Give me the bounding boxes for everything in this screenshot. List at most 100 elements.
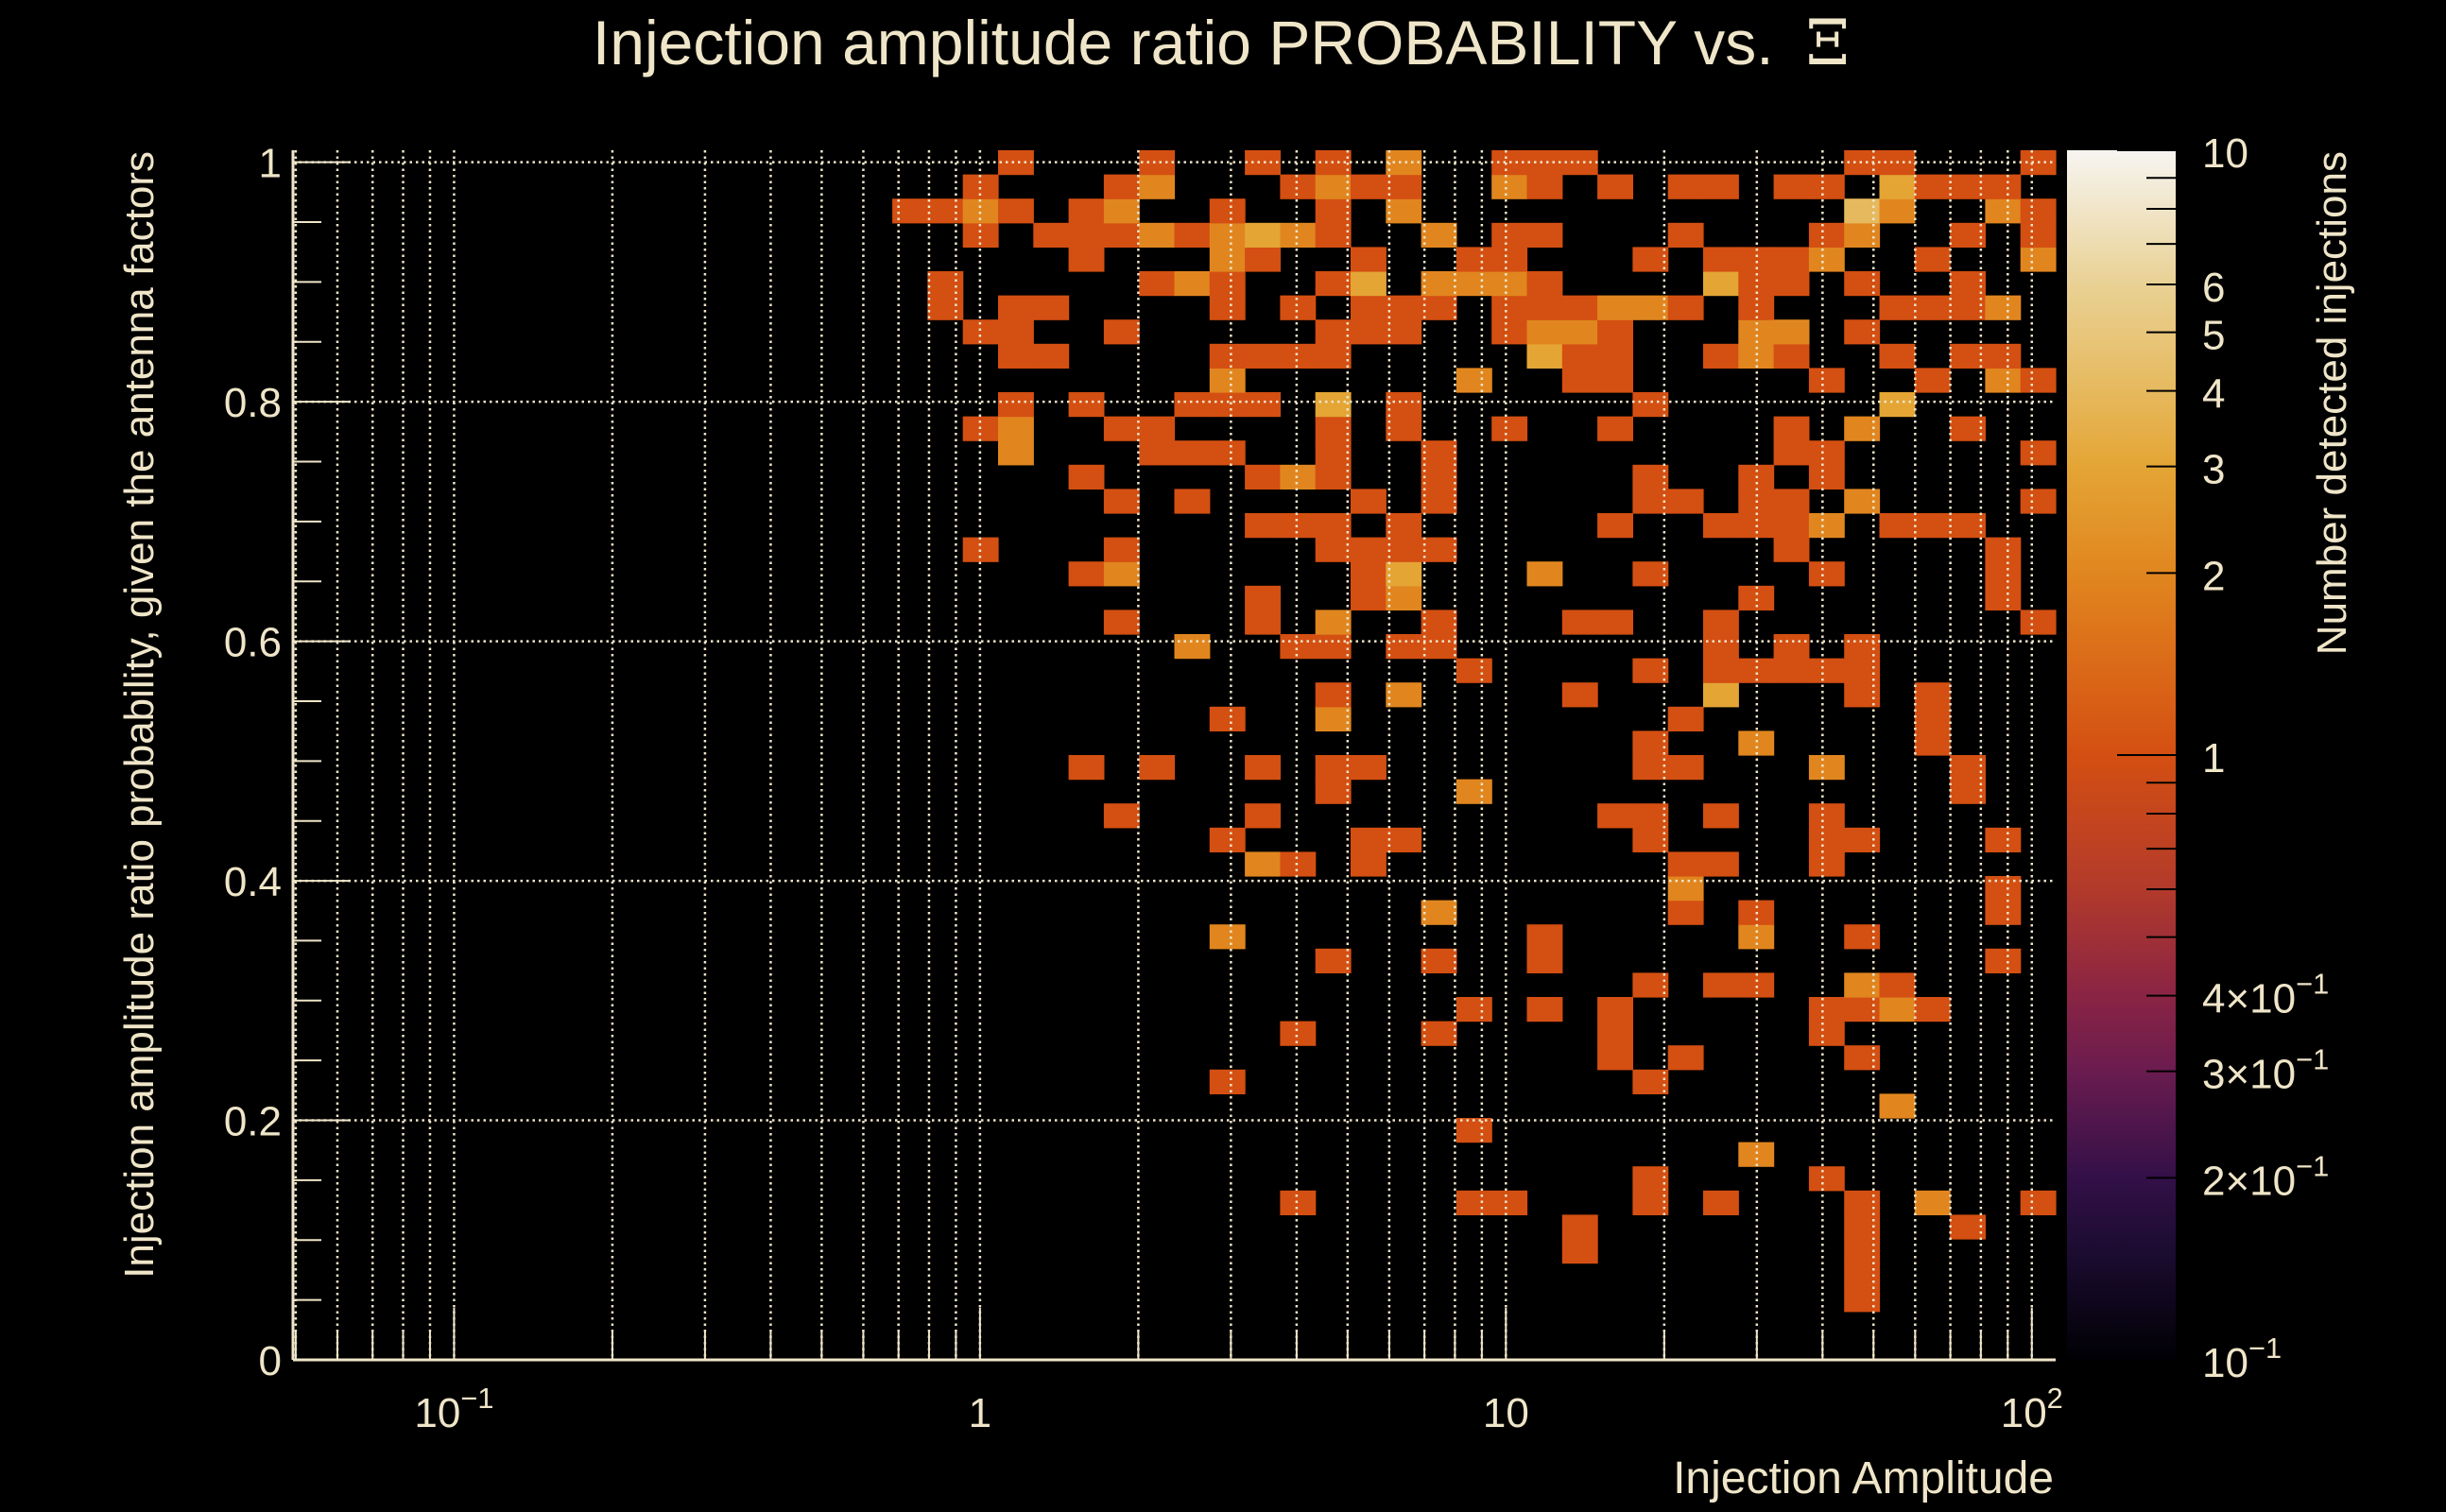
y-tick-label: 0.8 [224, 380, 282, 426]
heatmap-cell [1879, 972, 1916, 998]
heatmap-cell [1703, 247, 1739, 272]
heatmap-cell [1174, 634, 1211, 660]
heatmap-cell [2020, 222, 2057, 248]
heatmap-cell [1667, 876, 1704, 902]
heatmap-cell [1491, 295, 1528, 320]
heatmap-cell [1315, 392, 1352, 418]
x-tick-label-exponent: 2 [2047, 1382, 2063, 1415]
heatmap-cell [1879, 1093, 1916, 1119]
heatmap-cell [2020, 368, 2057, 393]
heatmap-cell [2020, 247, 2057, 272]
heatmap-cell [1561, 150, 1598, 176]
heatmap-cell [1351, 537, 1387, 562]
heatmap-cell [1985, 900, 2022, 925]
heatmap-cell [1703, 682, 1739, 708]
heatmap-cell [1703, 1190, 1739, 1215]
heatmap-cell [2020, 440, 2057, 466]
heatmap-cell [1068, 392, 1105, 418]
heatmap-cell [1597, 1021, 1633, 1046]
heatmap-cell [1879, 198, 1916, 224]
colorbar-tick-label-base: 4 [2202, 371, 2225, 418]
heatmap-cell [1773, 343, 1810, 369]
heatmap-cell [1879, 997, 1916, 1022]
heatmap-cell [1386, 150, 1422, 176]
heatmap-cell [1491, 1190, 1528, 1215]
heatmap-cell [1526, 319, 1563, 345]
heatmap-cell [1103, 319, 1140, 345]
heatmap-cell [1879, 392, 1916, 418]
heatmap-cell [1914, 513, 1951, 539]
colorbar-tick-label: 10−1 [2202, 1332, 2282, 1386]
heatmap-cell [998, 319, 1034, 345]
heatmap-cell [2020, 198, 2057, 224]
heatmap-cell [1209, 1069, 1246, 1094]
colorbar-tick-label-exponent: −1 [2296, 1043, 2329, 1076]
heatmap-cell [1667, 174, 1704, 199]
heatmap-cell [1632, 803, 1669, 829]
heatmap-cell [1597, 319, 1633, 345]
heatmap-cell [1491, 271, 1528, 297]
heatmap-cell [1597, 368, 1633, 393]
colorbar-tick-label-base: 4×10 [2202, 976, 2296, 1022]
heatmap-cell [1386, 295, 1422, 320]
heatmap-cell [1209, 295, 1246, 320]
heatmap-cell [1033, 343, 1070, 369]
heatmap-cell [1597, 343, 1633, 369]
heatmap-cell [1386, 585, 1422, 610]
heatmap-cell [1315, 319, 1352, 345]
heatmap-cell [1808, 803, 1845, 829]
heatmap-cell [1315, 198, 1352, 224]
heatmap-cell [1985, 343, 2022, 369]
heatmap-cell [1209, 247, 1246, 272]
heatmap-cell [1985, 198, 2022, 224]
heatmap-cell [1985, 174, 2022, 199]
heatmap-cell [1421, 271, 1457, 297]
heatmap-cell [1421, 464, 1457, 490]
heatmap-cell [998, 343, 1034, 369]
heatmap-cell [1245, 803, 1281, 829]
heatmap-cell [1773, 537, 1810, 562]
heatmap-cell [1985, 537, 2022, 562]
heatmap-cell [1245, 343, 1281, 369]
heatmap-cell [1773, 658, 1810, 683]
heatmap-cell [1632, 464, 1669, 490]
colorbar-tick-label-base: 10 [2202, 130, 2248, 177]
x-tick-label: 10−1 [414, 1382, 493, 1436]
heatmap-cell [1597, 997, 1633, 1022]
heatmap-cell [1174, 392, 1211, 418]
heatmap-cell [1174, 489, 1211, 514]
heatmap-cell [927, 198, 964, 224]
heatmap-cell [1491, 222, 1528, 248]
heatmap-cell [1351, 561, 1387, 587]
grid-lines [293, 150, 2056, 1362]
heatmap-cell [1526, 174, 1563, 199]
heatmap-cell [1245, 247, 1281, 272]
heatmap-cell [1808, 174, 1845, 199]
heatmap-cell [1315, 706, 1352, 731]
heatmap-cell [1209, 924, 1246, 950]
heatmap-cell [1103, 416, 1140, 441]
heatmap-cell [1914, 368, 1951, 393]
heatmap-cell [1667, 295, 1704, 320]
heatmap-cell [1703, 972, 1739, 998]
heatmap-cell [1985, 827, 2022, 852]
heatmap-cell [1773, 416, 1810, 441]
heatmap-cell [1456, 271, 1492, 297]
heatmap-cell [1103, 489, 1140, 514]
heatmap-cell [1491, 319, 1528, 345]
heatmap-cell [1103, 222, 1140, 248]
heatmap-cell [1421, 1021, 1457, 1046]
heatmap-cell [1351, 851, 1387, 877]
heatmap-cell [1245, 513, 1281, 539]
heatmap-cell [1632, 658, 1669, 683]
heatmap-cell [1315, 174, 1352, 199]
colorbar-tick-label: 1 [2202, 735, 2225, 782]
heatmap-cell [1703, 851, 1739, 877]
heatmap-cell [1808, 1021, 1845, 1046]
heatmap-cell [1597, 174, 1633, 199]
heatmap-cell [1421, 537, 1457, 562]
heatmap-cell [1703, 271, 1739, 297]
heatmap-cell [1280, 1021, 1317, 1046]
